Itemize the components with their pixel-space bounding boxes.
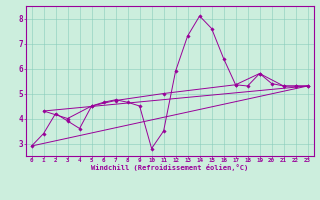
X-axis label: Windchill (Refroidissement éolien,°C): Windchill (Refroidissement éolien,°C) [91, 164, 248, 171]
